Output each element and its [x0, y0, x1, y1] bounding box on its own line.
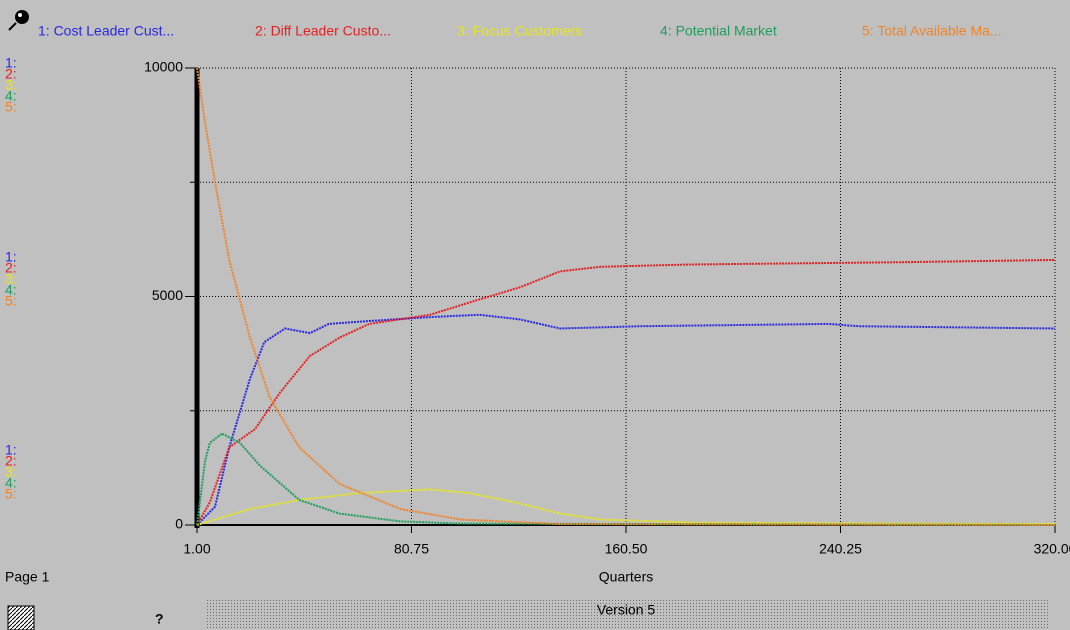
scale-label: 3:: [5, 77, 17, 93]
x-tick-label: 1.00: [183, 541, 210, 557]
x-tick-label: 320.00: [1034, 541, 1070, 557]
x-axis-label: Quarters: [599, 569, 653, 585]
x-tick-label: 160.50: [605, 541, 648, 557]
version-bar: [205, 600, 1048, 630]
version: Version 5: [597, 602, 656, 618]
page-label: Page 1: [5, 569, 50, 585]
series-line: [196, 258, 1056, 526]
legend-entry: 2: Diff Leader Custo...: [255, 23, 391, 39]
legend-entry: 4: Potential Market: [660, 23, 777, 39]
scale-label: 5:: [5, 99, 17, 115]
legend-entry: 3: Focus Customers: [457, 23, 582, 39]
scale-label: 4:: [5, 88, 17, 104]
x-tick-label: 80.75: [394, 541, 429, 557]
scale-label: 2:: [5, 453, 17, 469]
scale-label: 1:: [5, 249, 17, 265]
scale-label: 2:: [5, 260, 17, 276]
legend-entry: 5: Total Available Ma...: [862, 23, 1002, 39]
tool-icon[interactable]: [7, 605, 35, 630]
series-line: [196, 313, 1056, 526]
series-line: [196, 432, 1056, 526]
y-tick-label: 10000: [144, 59, 183, 75]
scale-label: 2:: [5, 66, 17, 82]
scale-label: 5:: [5, 293, 17, 309]
series-line: [196, 67, 1056, 526]
help-icon[interactable]: ?: [155, 611, 164, 627]
series-line: [196, 488, 1056, 526]
pin-icon[interactable]: [8, 10, 29, 31]
scale-label: 5:: [5, 486, 17, 502]
x-tick-label: 240.25: [819, 541, 862, 557]
legend-entry: 1: Cost Leader Cust...: [38, 23, 174, 39]
scale-label: 3:: [5, 271, 17, 287]
scale-label: 4:: [5, 475, 17, 491]
scale-label: 4:: [5, 282, 17, 298]
scale-label: 3:: [5, 464, 17, 480]
scale-label: 1:: [5, 55, 17, 71]
scale-label: 1:: [5, 442, 17, 458]
y-tick-label: 5000: [152, 287, 183, 303]
y-tick-label: 0: [175, 516, 183, 532]
